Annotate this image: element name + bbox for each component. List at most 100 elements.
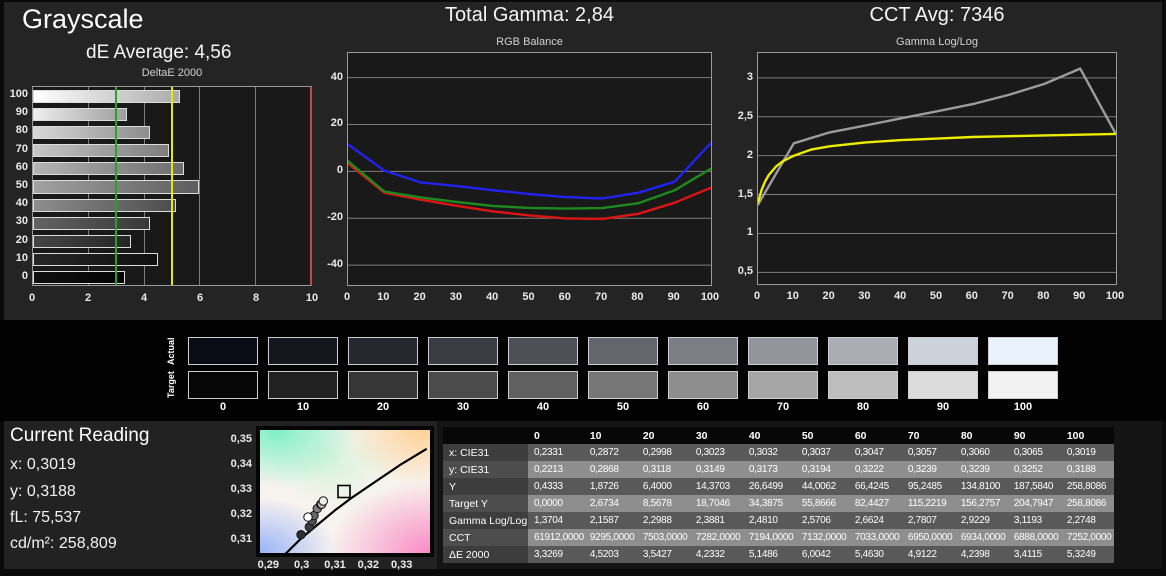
cie-y-tick-label: 0,35	[230, 432, 252, 445]
table-row-label: Y	[443, 478, 528, 495]
y-tick-label: 1,5	[737, 187, 753, 200]
table-cell: 2,6624	[848, 512, 902, 529]
deltae-x-tick-label: 10	[305, 292, 319, 304]
table-column-header: 60	[848, 427, 902, 444]
table-cell: 6888,0000	[1007, 529, 1061, 546]
table-row-y: CIE31: y: CIE31 0,2213 0,2868 0,3118 0,3149 0,3173 0,…	[443, 461, 1114, 478]
table-column-header: 70	[901, 427, 955, 444]
cie-chart	[260, 430, 430, 553]
table-row-Gamma Log/Log: Gamma Log/Log 1,3704 2,1587 2,2988 2,3881 2,4…	[443, 512, 1114, 529]
x-tick-label: 50	[522, 291, 535, 303]
deltae-bar-40	[33, 198, 176, 212]
x-tick-label: 40	[894, 290, 907, 302]
deltae-bar-20	[33, 234, 132, 249]
table-cell: 0,2998	[636, 444, 690, 461]
table-cell: 2,2748	[1060, 512, 1114, 529]
table-cell: 6934,0000	[954, 529, 1008, 546]
table-cell: 6,0042	[795, 546, 849, 563]
gamma-chart-title: Gamma Log/Log	[896, 36, 978, 48]
actual-row-label: Actual	[166, 337, 176, 365]
table-row-label: CCT	[443, 529, 528, 546]
table-cell: 2,3881	[689, 512, 743, 529]
table-cell: 6,4000	[636, 478, 690, 495]
current-reading-x: x: 0,3019	[10, 456, 76, 473]
table-cell: 0,3239	[901, 461, 955, 478]
deltae-x-tick-label: 4	[140, 292, 148, 304]
target-swatch-50	[588, 371, 658, 399]
x-tick-label: 70	[594, 291, 608, 303]
x-tick-label: 50	[929, 290, 943, 302]
table-cell: 2,5706	[795, 512, 849, 529]
table-cell: 7503,0000	[636, 529, 690, 546]
cie-x-tick-label: 0,32	[357, 559, 380, 571]
table-cell: 0,3057	[901, 444, 955, 461]
table-cell: 2,4810	[742, 512, 796, 529]
table-cell: 0,3118	[636, 461, 690, 478]
table-column-header: 10	[583, 427, 637, 444]
deltae-x-tick-label: 2	[84, 292, 92, 304]
target-swatch-0	[188, 371, 258, 399]
table-cell: 258,8086	[1060, 478, 1114, 495]
table-cell: 0,3023	[689, 444, 743, 461]
rgb-balance-chart-title: RGB Balance	[496, 36, 563, 48]
actual-swatch-100	[988, 337, 1058, 365]
table-cell: 134,8100	[954, 478, 1008, 495]
table-cell: 0,3194	[795, 461, 849, 478]
table-column-header: 30	[689, 427, 743, 444]
deltae-chart-title: DeltaE 2000	[141, 67, 203, 79]
table-cell: 0,3065	[1007, 444, 1061, 461]
x-tick-label: 90	[667, 291, 680, 303]
table-row-ΔE 2000: ΔE 2000 3,3269 4,5203 3,5427 4,2332 5,1486 6,0…	[443, 546, 1114, 563]
target-row-label: Target	[166, 371, 176, 399]
yellow-threshold-line	[170, 87, 173, 285]
table-cell: 6950,0000	[901, 529, 955, 546]
swatch-column-label: 10	[296, 401, 310, 413]
table-cell: 44,0062	[795, 478, 849, 495]
x-tick-label: 100	[700, 291, 720, 303]
table-cell: 0,3188	[1060, 461, 1114, 478]
table-row-label: x: CIE31	[443, 444, 528, 461]
deltae-bar-chart	[32, 86, 312, 286]
table-cell: 0,3239	[954, 461, 1008, 478]
target-swatch-100	[988, 371, 1058, 399]
measured-point	[296, 530, 306, 540]
table-cell: 2,2988	[636, 512, 690, 529]
table-cell: 0,3252	[1007, 461, 1061, 478]
cie-x-tick-label: 0,31	[324, 559, 346, 571]
deltae-category-label: 80	[15, 124, 28, 137]
table-cell: 258,8086	[1060, 495, 1114, 512]
table-cell: 0,3149	[689, 461, 743, 478]
x-tick-label: 20	[822, 290, 835, 302]
gridline	[254, 87, 256, 285]
x-tick-label: 90	[1073, 290, 1086, 302]
table-cell: 5,4630	[848, 546, 902, 563]
swatch-column-label: 80	[856, 401, 870, 413]
table-row-Y: Y 0,4333 1,8726 6,4000 14,3703 26,6499 44,0062…	[443, 478, 1114, 495]
deltae-bar-80	[33, 125, 151, 140]
deltae-category-label: 100	[9, 88, 28, 101]
table-cell: 7282,0000	[689, 529, 743, 546]
current-reading-y: y: 0,3188	[10, 483, 76, 500]
x-tick-label: 30	[858, 290, 871, 302]
total-gamma-value: Total Gamma: 2,84	[445, 4, 614, 26]
table-header-row: 0 10 20 30 40 50 60 70 80 90 100	[443, 427, 1114, 444]
x-tick-label: 60	[965, 290, 978, 302]
table-cell: 2,1587	[583, 512, 637, 529]
deltae-category-label: 70	[15, 142, 28, 155]
y-tick-label: 2,5	[737, 109, 753, 122]
page-title: Grayscale	[22, 4, 144, 34]
table-cell: 82,4427	[848, 495, 902, 512]
table-cell: 0,0000	[528, 495, 584, 512]
table-row-Target Y: Target Y 0,0000 2,6734 8,5678 18,7046 34,3875…	[443, 495, 1114, 512]
x-tick-label: 60	[558, 291, 571, 303]
x-tick-label: 30	[449, 291, 463, 303]
swatch-column-label: 90	[936, 401, 950, 413]
y-tick-label: -40	[327, 258, 343, 271]
table-cell: 0,2872	[583, 444, 637, 461]
x-tick-label: 0	[343, 291, 351, 303]
actual-swatch-0	[188, 337, 258, 365]
x-tick-label: 0	[753, 290, 761, 302]
deltae-category-label: 40	[15, 197, 28, 210]
target-swatch-40	[508, 371, 578, 399]
